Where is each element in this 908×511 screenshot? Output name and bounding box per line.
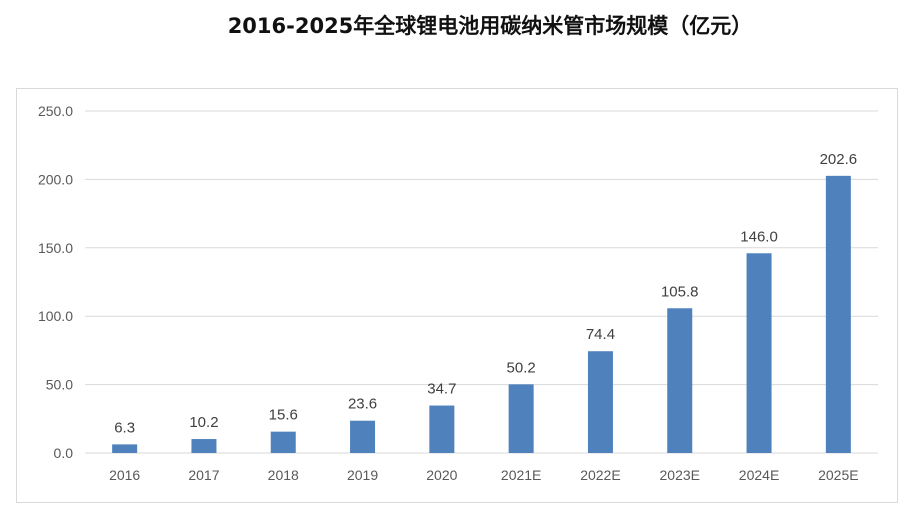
bar	[270, 431, 296, 453]
x-tick-label: 2018	[268, 467, 299, 483]
bar	[825, 175, 851, 453]
data-label: 23.6	[348, 396, 377, 413]
x-tick-label: 2021E	[501, 467, 541, 483]
data-label: 15.6	[269, 407, 298, 424]
data-label: 146.0	[740, 228, 778, 245]
y-tick-label: 50.0	[46, 377, 73, 393]
bar	[667, 308, 693, 453]
y-tick-label: 0.0	[54, 445, 74, 461]
x-tick-label: 2022E	[580, 467, 620, 483]
x-tick-label: 2016	[109, 467, 140, 483]
data-label: 74.4	[586, 326, 615, 343]
bar	[112, 444, 138, 453]
data-label: 202.6	[820, 151, 858, 168]
bar	[508, 384, 534, 453]
bar	[191, 439, 217, 453]
x-tick-label: 2025E	[818, 467, 858, 483]
data-label: 6.3	[114, 419, 135, 436]
chart-title: 2016-2025年全球锂电池用碳纳米管市场规模（亿元）	[227, 14, 753, 38]
x-tick-label: 2019	[347, 467, 378, 483]
bar	[350, 420, 376, 453]
bar	[587, 351, 613, 453]
chart-frame	[16, 88, 898, 503]
bar	[429, 405, 455, 453]
y-tick-label: 200.0	[38, 171, 73, 187]
y-tick-label: 100.0	[38, 308, 73, 324]
x-tick-label: 2017	[188, 467, 219, 483]
data-label: 10.2	[189, 414, 218, 431]
x-tick-label: 2020	[426, 467, 457, 483]
bar	[746, 253, 772, 453]
x-tick-label: 2024E	[739, 467, 779, 483]
y-tick-label: 250.0	[38, 103, 73, 119]
data-label: 34.7	[427, 381, 456, 398]
x-tick-label: 2023E	[660, 467, 700, 483]
data-label: 50.2	[507, 359, 536, 376]
data-label: 105.8	[661, 283, 699, 300]
y-tick-label: 150.0	[38, 240, 73, 256]
